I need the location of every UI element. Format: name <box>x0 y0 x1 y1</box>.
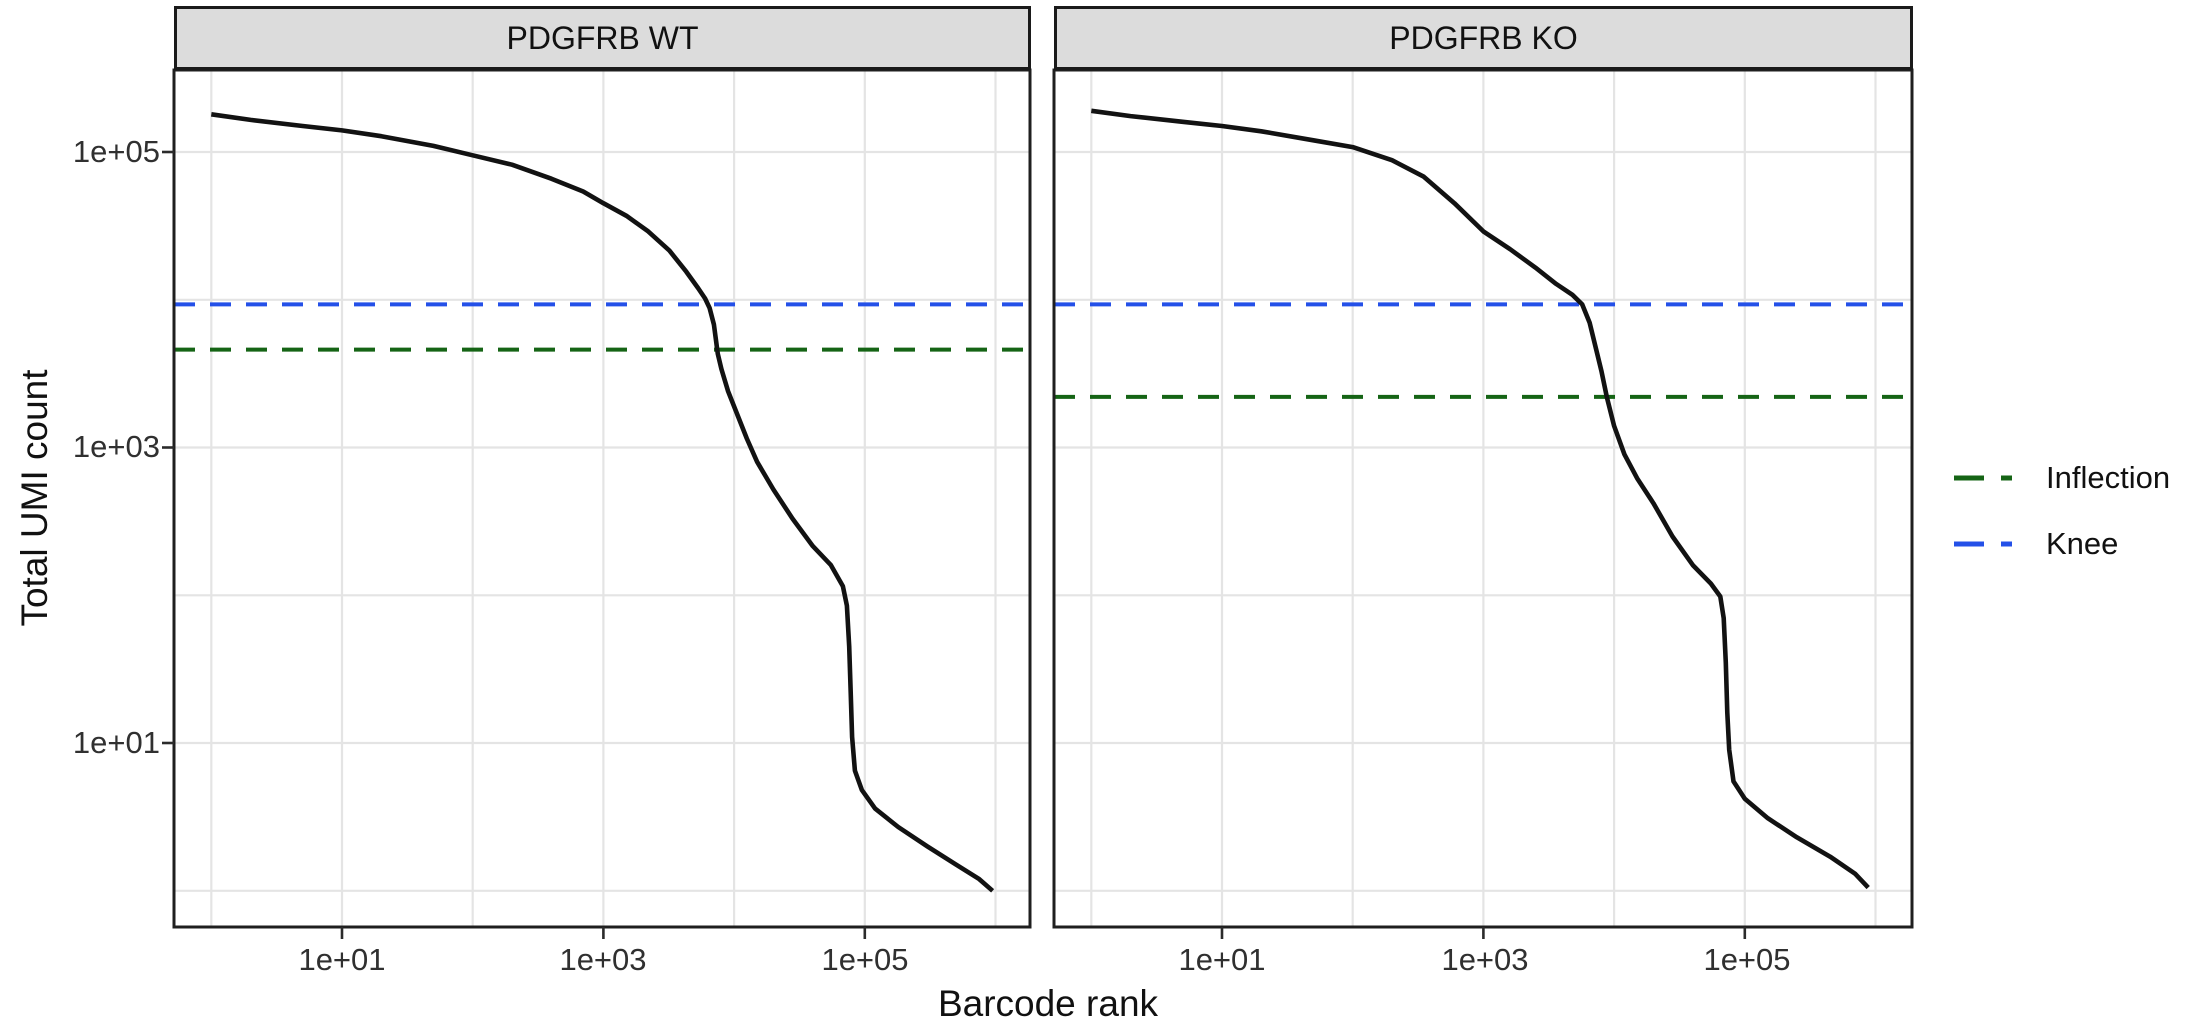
facet-strip-ko: PDGFRB KO <box>1054 6 1913 70</box>
x-axis-title: Barcode rank <box>937 983 1159 1024</box>
threshold-lines <box>174 302 1030 352</box>
legend: Inflection Knee <box>1952 458 2170 590</box>
x-tick-label-ko-1e01: 1e+01 <box>1178 942 1266 977</box>
x-tick-label-wt-1e01: 1e+01 <box>298 942 386 977</box>
x-tick-label-ko-1e03: 1e+03 <box>1441 942 1529 977</box>
panel-gridlines <box>174 70 1030 927</box>
facet-strip-wt-label: PDGFRB WT <box>506 19 699 56</box>
legend-item-knee: Knee <box>1952 524 2170 564</box>
barcode-rank-curve <box>1090 108 1870 890</box>
barcode-rank-curve <box>210 112 995 893</box>
axis-ticks <box>162 150 867 939</box>
legend-item-inflection: Inflection <box>1952 458 2170 498</box>
facet-strip-wt: PDGFRB WT <box>174 6 1031 70</box>
y-tick-label-1e01: 1e+01 <box>72 725 160 760</box>
x-tick-label-wt-1e05: 1e+05 <box>821 942 909 977</box>
legend-label-inflection: Inflection <box>2046 460 2171 495</box>
legend-label-knee: Knee <box>2046 526 2119 561</box>
panel-border <box>172 68 1032 929</box>
y-tick-label-1e03: 1e+03 <box>72 429 160 464</box>
inflection-dash-key-icon <box>1954 475 2022 481</box>
panel-gridlines <box>1054 70 1912 927</box>
x-tick-label-ko-1e05: 1e+05 <box>1703 942 1791 977</box>
y-tick-label-1e05: 1e+05 <box>72 134 160 169</box>
x-tick-label-wt-1e03: 1e+03 <box>559 942 647 977</box>
axis-ticks <box>1220 927 1747 939</box>
y-axis-title: Total UMI count <box>14 369 55 627</box>
facet-strip-ko-label: PDGFRB KO <box>1389 19 1578 56</box>
knee-dash-key-icon <box>1954 541 2022 547</box>
